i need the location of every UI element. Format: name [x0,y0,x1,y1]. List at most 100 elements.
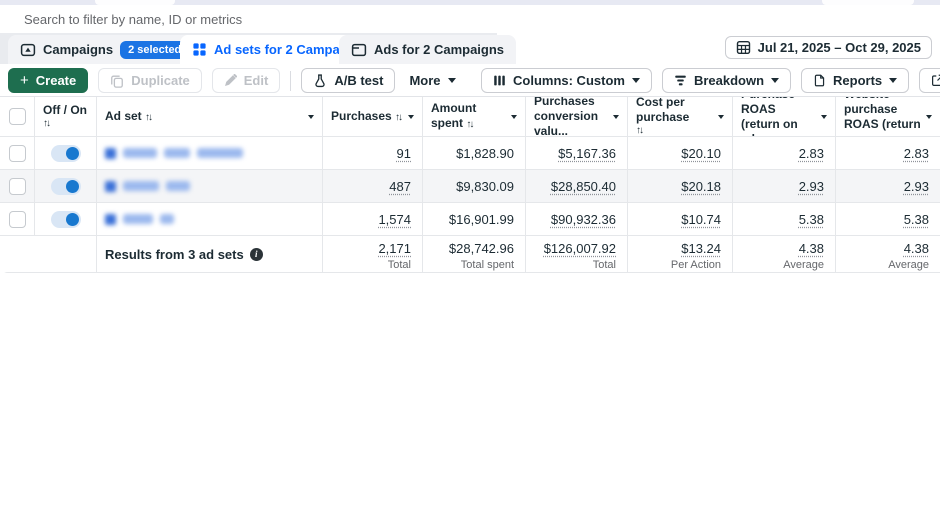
duplicate-icon [110,74,124,88]
sort-icon: ↑↓ [395,112,401,123]
purchases-cell: 91 [323,137,423,170]
create-button[interactable]: + Create [8,68,88,93]
summary-sub-label: Per Action [671,258,721,272]
export-split-button: Export [919,68,940,93]
ad-sets-table: Off / On ↑↓ Ad set ↑↓ Purchases ↑↓ Amoun… [0,96,940,273]
amount-spent-cell: $1,828.90 [423,137,526,170]
chevron-down-icon[interactable] [926,115,932,119]
column-header-purchases[interactable]: Purchases ↑↓ [323,97,423,137]
date-range-label: Jul 21, 2025 – Oct 29, 2025 [758,40,921,55]
cost-per-purchase-cell: $20.10 [628,137,733,170]
toggle-knob [66,213,79,226]
more-button[interactable]: More [405,68,459,93]
ad-set-name-cell [97,203,323,236]
chevron-down-icon[interactable] [821,115,827,119]
redacted-text [123,148,157,158]
chevron-down-icon[interactable] [511,115,517,119]
cost-per-purchase-header-label: Cost per purchase [636,97,714,125]
sort-icon: ↑↓ [636,125,714,137]
redacted-text [166,181,190,191]
off-on-header-label: Off / On [43,103,87,118]
select-checkbox[interactable] [9,178,26,195]
summary-sub-label: Total spent [461,258,514,272]
toolbar: + Create Duplicate Edit A/B test More [0,64,940,97]
date-range-picker[interactable]: Jul 21, 2025 – Oct 29, 2025 [725,36,932,59]
summary-sub-label: Average [888,258,929,272]
select-checkbox[interactable] [9,211,26,228]
sort-icon: ↑↓ [145,112,151,123]
columns-button[interactable]: Columns: Custom [481,68,652,93]
chevron-down-icon [889,78,897,83]
campaigns-folder-icon [20,42,36,58]
row-toggle-cell [35,170,97,203]
ad-set-name-redacted[interactable] [105,214,174,225]
row-select-cell [0,137,35,170]
table-header-row: Off / On ↑↓ Ad set ↑↓ Purchases ↑↓ Amoun… [0,97,940,137]
ad-set-toggle[interactable] [51,145,81,162]
edit-button-label: Edit [244,73,269,88]
info-icon[interactable]: i [250,248,263,261]
summary-sub-label: Total [593,258,616,272]
export-button[interactable]: Export [920,69,940,92]
ads-frame-icon [351,42,367,58]
search-input[interactable] [8,5,932,33]
summary-sub-label: Average [783,258,824,272]
website-roas-header-line2: ROAS (return on... [844,117,922,138]
purchases-cell: 487 [323,170,423,203]
website-roas-header-line1: Website purchase [844,97,922,117]
tab-ads-label: Ads for 2 Campaigns [374,42,504,57]
ad-set-name-redacted[interactable] [105,148,243,159]
column-header-cost-per-purchase[interactable]: Cost per purchase ↑↓ [628,97,733,137]
row-toggle-cell [35,137,97,170]
calendar-icon [736,40,751,55]
ad-set-toggle[interactable] [51,211,81,228]
search-bar [8,5,932,33]
ab-test-button[interactable]: A/B test [301,68,395,93]
breakdown-button[interactable]: Breakdown [662,68,791,93]
summary-website-roas-cell: 4.38 Average [836,236,940,273]
column-header-ad-set[interactable]: Ad set ↑↓ [97,97,323,137]
ad-set-toggle[interactable] [51,178,81,195]
reports-button[interactable]: Reports [801,68,909,93]
chevron-down-icon[interactable] [308,115,314,119]
ad-sets-grid-icon [192,42,207,57]
cost-per-purchase-cell: $20.18 [628,170,733,203]
column-header-website-roas[interactable]: Website purchase ROAS (return on... [836,97,940,137]
duplicate-button[interactable]: Duplicate [98,68,202,93]
column-header-amount-spent[interactable]: Amount spent ↑↓ [423,97,526,137]
tab-ads[interactable]: Ads for 2 Campaigns [339,35,516,64]
website-roas-cell: 2.83 [836,137,940,170]
duplicate-button-label: Duplicate [131,73,190,88]
select-all-checkbox[interactable] [9,108,26,125]
redacted-text [164,148,190,158]
reports-button-label: Reports [833,73,882,88]
ad-set-name-cell [97,137,323,170]
chevron-down-icon[interactable] [718,115,724,119]
summary-amount-spent-cell: $28,742.96 Total spent [423,236,526,273]
chevron-down-icon[interactable] [408,115,414,119]
column-header-off-on[interactable]: Off / On ↑↓ [35,97,97,137]
conversion-value-header-line1: Purchases [534,97,609,109]
purchase-roas-cell: 2.83 [733,137,836,170]
select-checkbox[interactable] [9,145,26,162]
conversion-value-cell: $28,850.40 [526,170,628,203]
table-row: 1,574 $16,901.99 $90,932.36 $10.74 5.38 … [0,203,940,236]
column-header-conversion-value[interactable]: Purchases conversion valu... [526,97,628,137]
purchase-roas-cell: 2.93 [733,170,836,203]
columns-icon [493,74,506,87]
chevron-down-icon[interactable] [613,115,619,119]
cost-per-purchase-cell: $10.74 [628,203,733,236]
edit-button[interactable]: Edit [212,68,281,93]
ad-set-header-label: Ad set [105,109,142,123]
purchase-roas-header-line2: (return on ad... [741,117,817,138]
purchase-roas-cell: 5.38 [733,203,836,236]
purchase-roas-header-line1: Purchase ROAS [741,97,817,117]
ad-set-name-redacted[interactable] [105,181,190,192]
website-roas-cell: 5.38 [836,203,940,236]
toggle-knob [66,147,79,160]
column-header-purchase-roas[interactable]: Purchase ROAS (return on ad... [733,97,836,137]
summary-purchases-cell: 2,171 Total [323,236,423,273]
ad-set-thumbnail [105,148,116,159]
toggle-knob [66,180,79,193]
summary-purchase-roas-cell: 4.38 Average [733,236,836,273]
